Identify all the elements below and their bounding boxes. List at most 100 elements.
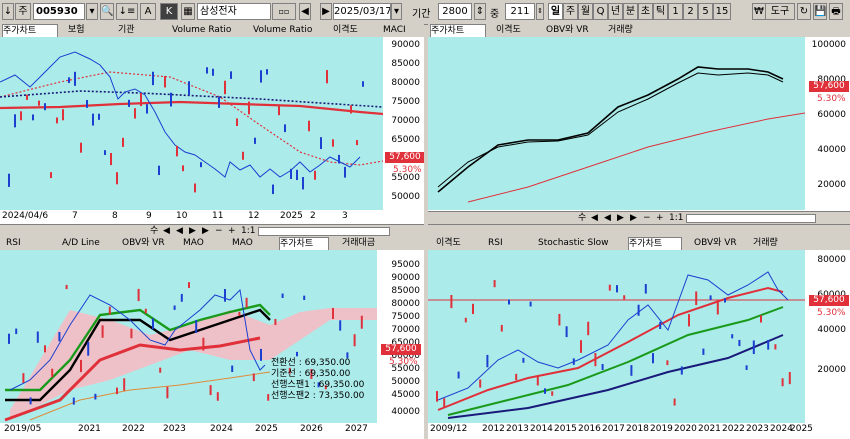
- tab-insurance[interactable]: 보험: [68, 25, 85, 35]
- next-button[interactable]: ▶: [320, 3, 332, 20]
- period-button-5[interactable]: 분: [623, 3, 638, 20]
- period-button-4[interactable]: 년: [608, 3, 623, 20]
- menu-button[interactable]: ↓: [2, 3, 14, 20]
- scroll-button-5[interactable]: −: [643, 213, 651, 223]
- x-tick-label: 2012: [482, 424, 505, 434]
- tab-obv-vr[interactable]: OBV와 VR: [546, 25, 589, 35]
- tab-rsi[interactable]: RSI: [488, 238, 503, 248]
- tools-button[interactable]: 도구: [765, 3, 795, 20]
- tab-volume-ratio-2[interactable]: Volume Ratio: [253, 25, 313, 35]
- x-tick-label: 2015: [554, 424, 577, 434]
- conversion-line: 전환선 : 69,350.00: [271, 358, 351, 368]
- candle: [32, 114, 34, 121]
- candle: [152, 318, 154, 330]
- period-input[interactable]: 2800: [438, 3, 472, 20]
- tab-institution[interactable]: 기관: [118, 25, 135, 35]
- period-button-11[interactable]: 15: [713, 3, 731, 20]
- scroll-button-0[interactable]: 수: [150, 226, 159, 236]
- period-button-2[interactable]: 월: [578, 3, 593, 20]
- tab-price-chart[interactable]: 주가차트: [628, 237, 682, 250]
- panel-1-scrollbar[interactable]: 수 ◀ ◀ ▶ ▶ − +1:1: [0, 224, 424, 238]
- x-tick-label: 2019/05: [4, 424, 42, 434]
- nav-list-button[interactable]: ↓≡: [116, 3, 138, 20]
- period-button-3[interactable]: Q: [593, 3, 608, 20]
- period-button-6[interactable]: 초: [638, 3, 653, 20]
- scroll-button-4[interactable]: ▶: [202, 226, 209, 236]
- scroll-button-1[interactable]: ◀: [163, 226, 170, 236]
- candle: [202, 337, 205, 351]
- scroll-button-6[interactable]: +: [656, 213, 664, 223]
- period-button-7[interactable]: 틱: [653, 3, 668, 20]
- tab-mao-2[interactable]: MAO: [232, 238, 253, 248]
- tab-macd[interactable]: MACI: [383, 25, 406, 35]
- y-tick-label: 75000: [391, 312, 420, 322]
- period-button-9[interactable]: 2: [683, 3, 698, 20]
- tab-obv-vr[interactable]: OBV와 VR: [122, 238, 165, 248]
- save-icon[interactable]: 💾: [813, 3, 827, 20]
- tab-disparity[interactable]: 이격도: [496, 25, 521, 35]
- scroll-button-0[interactable]: 수: [578, 213, 587, 223]
- stock-code-input[interactable]: 005930: [33, 3, 85, 20]
- scroll-button-2[interactable]: ◀: [604, 213, 611, 223]
- tab-volume[interactable]: 거래량: [753, 238, 778, 248]
- tab-volume[interactable]: 거래량: [608, 25, 633, 35]
- candle: [98, 113, 100, 120]
- ratio-spin-icon[interactable]: ⇕: [536, 3, 544, 20]
- prev-button[interactable]: ◀: [299, 3, 311, 20]
- date-dropdown-icon[interactable]: ▾: [391, 3, 402, 20]
- refresh-icon[interactable]: ↻: [797, 3, 811, 20]
- scroll-button-3[interactable]: ▶: [617, 213, 624, 223]
- candle: [659, 321, 662, 330]
- tab-obv-vr[interactable]: OBV와 VR: [694, 238, 737, 248]
- grid-icon[interactable]: ▦: [181, 3, 195, 20]
- tab-disparity[interactable]: 이격도: [436, 238, 461, 248]
- y-tick-label: 20000: [817, 180, 846, 190]
- panel-1-plot-area[interactable]: [0, 37, 383, 210]
- search-icon[interactable]: 🔍: [100, 3, 114, 20]
- scroll-button-1[interactable]: ◀: [591, 213, 598, 223]
- panel-2-scrollbar[interactable]: 수 ◀ ◀ ▶ ▶ − +1:1: [428, 211, 850, 225]
- scroll-button-6[interactable]: +: [228, 226, 236, 236]
- k-button[interactable]: K: [160, 3, 178, 20]
- panel-2-plot-area[interactable]: [428, 37, 805, 210]
- ratio-input[interactable]: 211: [505, 3, 535, 20]
- scroll-button-5[interactable]: −: [215, 226, 223, 236]
- scroll-button-7[interactable]: 1:1: [669, 213, 684, 223]
- tab-price-chart[interactable]: 주가차트: [430, 24, 486, 37]
- tab-rsi[interactable]: RSI: [6, 238, 21, 248]
- letter-a-button[interactable]: A: [140, 3, 156, 20]
- candle: [116, 172, 118, 185]
- print-icon[interactable]: 🖶: [829, 3, 843, 20]
- candle: [238, 311, 241, 316]
- currency-button[interactable]: ₩: [752, 3, 766, 20]
- candle: [224, 80, 226, 95]
- type-selector[interactable]: 주: [15, 3, 31, 20]
- scroll-track[interactable]: [258, 227, 390, 236]
- tab-volume-ratio-1[interactable]: Volume Ratio: [172, 25, 232, 35]
- tab-mao-1[interactable]: MAO: [183, 238, 204, 248]
- stock-info-buttons[interactable]: ▫▫: [272, 3, 296, 20]
- date-input[interactable]: 2025/03/17: [333, 3, 391, 20]
- period-button-10[interactable]: 5: [698, 3, 713, 20]
- period-button-8[interactable]: 1: [668, 3, 683, 20]
- candle: [130, 328, 133, 339]
- scroll-button-3[interactable]: ▶: [189, 226, 196, 236]
- scroll-button-2[interactable]: ◀: [176, 226, 183, 236]
- scroll-button-7[interactable]: 1:1: [241, 226, 256, 236]
- scroll-button-4[interactable]: ▶: [630, 213, 637, 223]
- code-dropdown-icon[interactable]: ▾: [86, 3, 98, 20]
- tab-trading-value[interactable]: 거래대금: [342, 238, 376, 248]
- scroll-track[interactable]: [686, 214, 816, 223]
- tab-price-chart[interactable]: 주가차트: [2, 24, 58, 37]
- stock-name-field[interactable]: 삼성전자: [197, 3, 271, 20]
- tab-stochastic-slow[interactable]: Stochastic Slow: [538, 238, 609, 248]
- ichimoku-info: 전환선 : 69,350.00 기준선 : 69,350.00 선행스팬1 : …: [271, 358, 364, 402]
- tab-disparity[interactable]: 이격도: [333, 25, 358, 35]
- tab-price-chart[interactable]: 주가차트: [279, 237, 329, 250]
- panel-4-plot-area[interactable]: [428, 250, 805, 423]
- tab-ad-line[interactable]: A/D Line: [62, 238, 100, 248]
- period-spin-icon[interactable]: ⇕: [474, 3, 486, 20]
- period-button-1[interactable]: 주: [563, 3, 578, 20]
- panel-3-plot-area[interactable]: [0, 250, 377, 423]
- period-button-0[interactable]: 일: [548, 3, 563, 20]
